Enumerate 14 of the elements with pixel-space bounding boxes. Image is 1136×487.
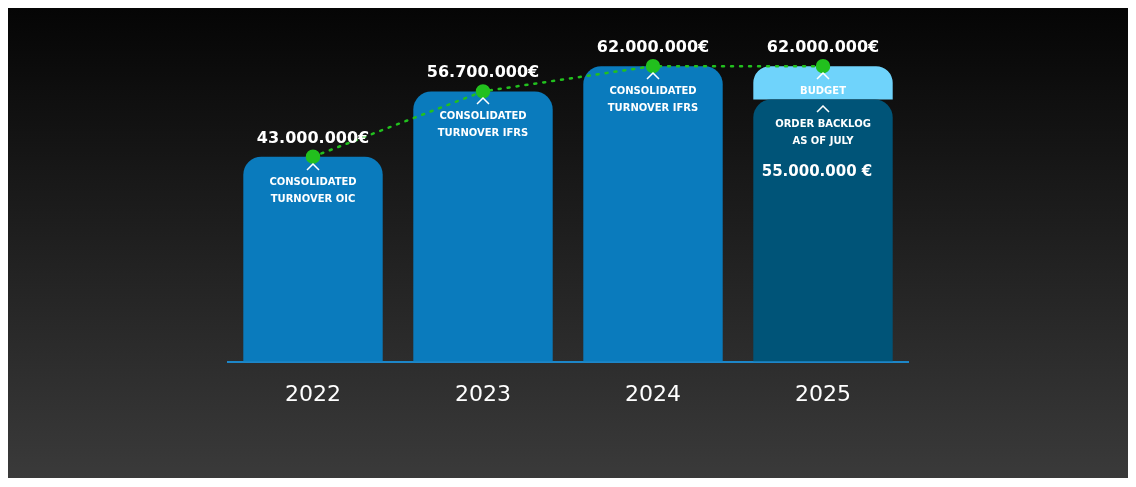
x-tick-label: 2025 [795,380,851,406]
x-tick-label: 2024 [625,380,681,406]
data-label: 43.000.000€ [256,127,370,147]
data-label: 62.000.000€ [596,37,710,57]
annotation: CONSOLIDATED TURNOVER OIC [269,175,357,204]
x-tick-label: 2023 [455,380,511,406]
annotation: CONSOLIDATED TURNOVER IFRS [437,110,529,139]
data-label: 56.700.000€ [426,62,540,82]
annotation: ORDER BACKLOG AS OF JULY [775,118,871,147]
data-label: 62.000.000€ [766,37,880,57]
annotation: CONSOLIDATED TURNOVER IFRS [607,85,699,114]
data-label: 55.000.000 € [761,162,873,181]
x-tick-label: 2022 [285,380,341,406]
annotation: BUDGET [800,85,847,97]
